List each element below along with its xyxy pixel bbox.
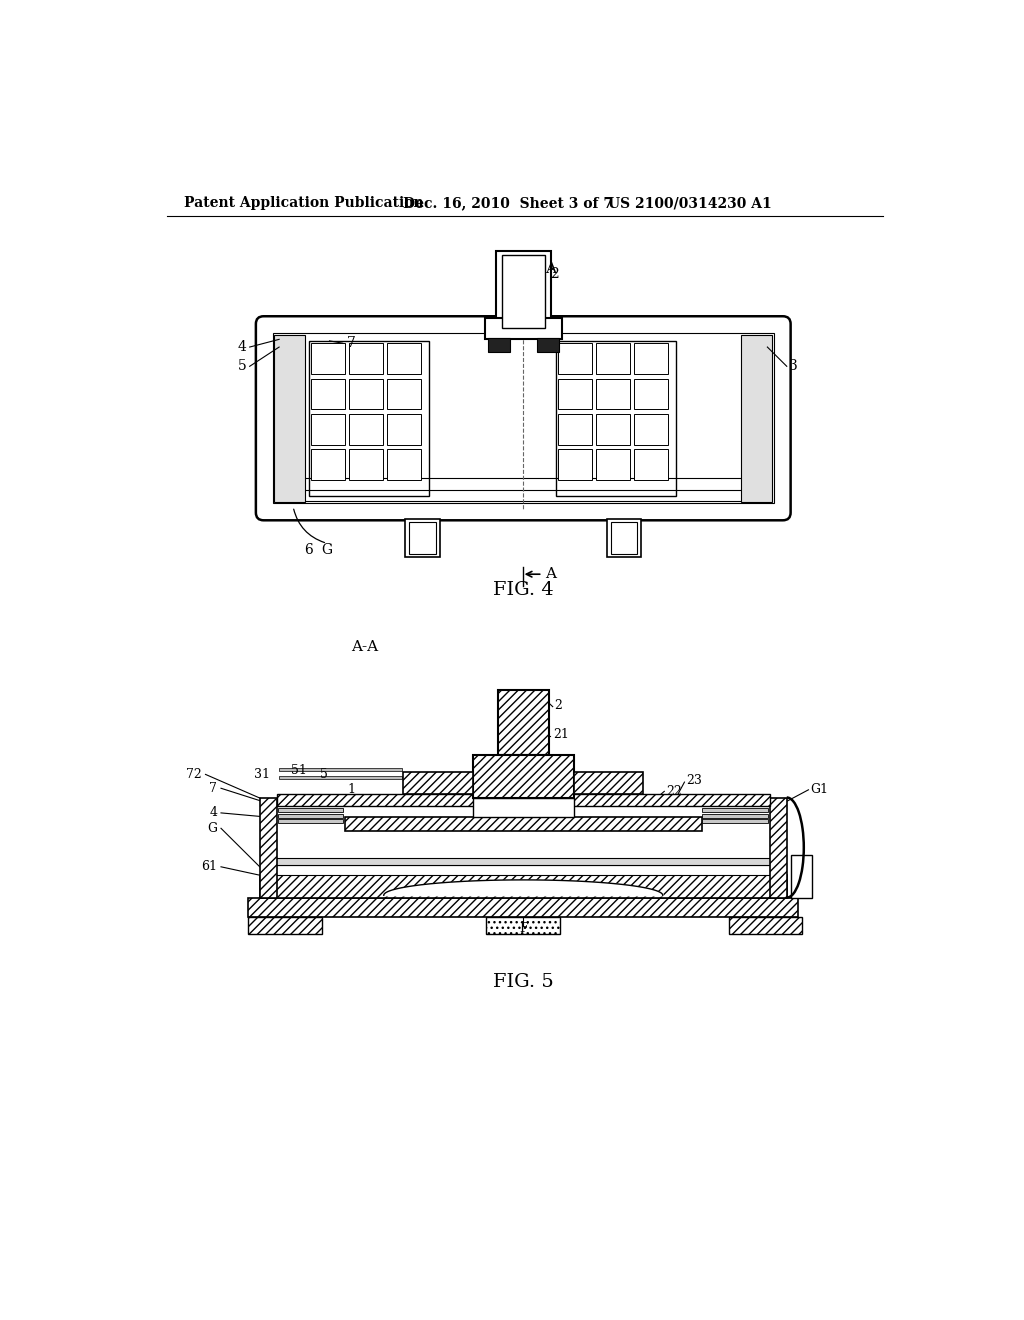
Bar bbox=[573, 772, 643, 793]
Bar bbox=[349, 343, 383, 374]
Text: 21: 21 bbox=[553, 727, 568, 741]
Bar bbox=[611, 521, 637, 554]
Bar bbox=[558, 449, 592, 480]
Bar bbox=[262, 858, 784, 866]
Text: 1: 1 bbox=[347, 783, 355, 796]
Text: 72: 72 bbox=[186, 768, 202, 781]
Bar bbox=[634, 449, 669, 480]
Text: 7: 7 bbox=[347, 337, 356, 350]
Text: A-A: A-A bbox=[351, 640, 378, 655]
Bar bbox=[311, 449, 345, 480]
Bar bbox=[403, 772, 473, 793]
Bar bbox=[345, 817, 701, 830]
Bar bbox=[538, 338, 559, 351]
Bar bbox=[280, 768, 401, 771]
Bar bbox=[387, 379, 421, 409]
Bar bbox=[262, 866, 784, 874]
Bar bbox=[496, 251, 551, 335]
Text: G: G bbox=[207, 822, 217, 834]
Text: 3: 3 bbox=[790, 359, 798, 374]
Bar bbox=[741, 335, 772, 502]
Bar bbox=[634, 379, 669, 409]
Bar bbox=[596, 414, 630, 445]
Bar bbox=[387, 449, 421, 480]
Bar bbox=[701, 808, 768, 812]
Text: 31: 31 bbox=[254, 768, 270, 781]
Bar bbox=[349, 449, 383, 480]
Text: Patent Application Publication: Patent Application Publication bbox=[183, 197, 424, 210]
Bar bbox=[596, 379, 630, 409]
Bar bbox=[276, 793, 770, 807]
Bar bbox=[280, 776, 401, 779]
Bar bbox=[503, 255, 545, 327]
Bar bbox=[311, 414, 345, 445]
Bar bbox=[558, 414, 592, 445]
Bar bbox=[248, 917, 322, 933]
Bar bbox=[406, 519, 439, 557]
Text: 23: 23 bbox=[686, 774, 701, 787]
Text: US 2100/0314230 A1: US 2100/0314230 A1 bbox=[608, 197, 772, 210]
Bar bbox=[485, 318, 562, 339]
Text: 22: 22 bbox=[667, 785, 682, 797]
Bar bbox=[634, 343, 669, 374]
Bar bbox=[701, 813, 768, 817]
Text: G1: G1 bbox=[810, 783, 828, 796]
Bar bbox=[274, 335, 305, 502]
Bar bbox=[349, 414, 383, 445]
Bar bbox=[486, 917, 560, 933]
Bar bbox=[349, 379, 383, 409]
Text: F: F bbox=[519, 921, 527, 935]
Bar bbox=[607, 519, 641, 557]
Bar bbox=[701, 818, 768, 822]
Bar bbox=[311, 343, 345, 374]
Bar bbox=[248, 898, 799, 917]
Text: 6: 6 bbox=[304, 543, 313, 557]
Text: 2: 2 bbox=[554, 698, 562, 711]
Bar bbox=[387, 414, 421, 445]
Bar bbox=[279, 813, 343, 817]
FancyBboxPatch shape bbox=[256, 317, 791, 520]
Text: 51: 51 bbox=[291, 764, 306, 777]
Bar bbox=[387, 343, 421, 374]
Bar bbox=[473, 755, 573, 797]
Text: 4: 4 bbox=[209, 807, 217, 820]
Text: G: G bbox=[322, 543, 333, 557]
Text: Dec. 16, 2010  Sheet 3 of 7: Dec. 16, 2010 Sheet 3 of 7 bbox=[403, 197, 613, 210]
Bar bbox=[273, 333, 773, 503]
Text: 4: 4 bbox=[238, 341, 247, 354]
Bar bbox=[596, 449, 630, 480]
Bar bbox=[770, 797, 786, 898]
Bar bbox=[308, 341, 429, 496]
Bar bbox=[260, 797, 276, 898]
Bar bbox=[558, 379, 592, 409]
Text: FIG. 4: FIG. 4 bbox=[493, 581, 554, 598]
Bar bbox=[473, 797, 573, 817]
Text: 61: 61 bbox=[201, 861, 217, 874]
Bar bbox=[311, 379, 345, 409]
Bar bbox=[279, 808, 343, 812]
Text: A: A bbox=[545, 568, 556, 581]
Bar bbox=[791, 855, 812, 898]
Bar bbox=[260, 874, 786, 898]
Bar bbox=[279, 818, 343, 822]
Text: A: A bbox=[545, 261, 556, 276]
Text: 5: 5 bbox=[238, 359, 247, 374]
Text: 5: 5 bbox=[321, 768, 328, 781]
Bar bbox=[729, 917, 802, 933]
Text: 2: 2 bbox=[550, 267, 559, 281]
Bar bbox=[634, 414, 669, 445]
Bar bbox=[558, 343, 592, 374]
Bar bbox=[556, 341, 676, 496]
Bar bbox=[499, 689, 549, 755]
Text: 7: 7 bbox=[209, 781, 217, 795]
Text: FIG. 5: FIG. 5 bbox=[493, 973, 554, 991]
Bar bbox=[410, 521, 435, 554]
Bar bbox=[488, 338, 510, 351]
Bar bbox=[596, 343, 630, 374]
